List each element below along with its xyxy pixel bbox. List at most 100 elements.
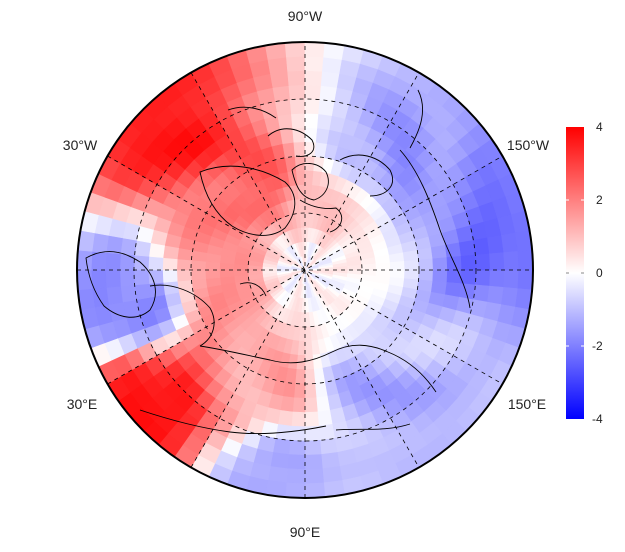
heat-cell: [319, 438, 338, 455]
heat-cell: [487, 235, 505, 255]
heat-cell: [317, 410, 333, 427]
colorbar-tick-neg2: -2: [592, 339, 603, 353]
heat-cell: [361, 263, 377, 271]
heat-cell: [297, 184, 306, 200]
colorbar-tick-2: 2: [596, 193, 603, 207]
heat-cell: [294, 369, 306, 385]
heat-cell: [133, 254, 150, 271]
heat-cell: [489, 252, 505, 271]
heat-cell: [286, 55, 306, 72]
heat-cell: [90, 269, 107, 289]
heat-cell: [176, 258, 192, 271]
heat-cell: [389, 260, 406, 271]
heat-cell: [517, 249, 533, 271]
heat-cell: [119, 253, 135, 271]
lon-label-upper-left: 30°W: [63, 137, 98, 153]
heat-cell: [418, 269, 434, 282]
heat-cell: [501, 287, 519, 308]
heat-cell: [288, 84, 306, 100]
colorbar-tick-0: 0: [596, 266, 603, 280]
heat-cell: [304, 340, 313, 356]
heat-cell: [432, 257, 448, 271]
heat-cell: [404, 259, 420, 271]
heat-cell: [105, 285, 123, 305]
heat-cell: [304, 55, 324, 72]
heat-cell: [292, 397, 306, 413]
heat-cell: [322, 466, 343, 484]
heat-cell: [274, 99, 292, 116]
heat-cell: [190, 269, 206, 281]
heat-cell: [322, 56, 343, 74]
lon-label-lower-left: 30°E: [67, 396, 98, 412]
heat-cell: [430, 244, 448, 260]
heat-cell: [119, 269, 135, 287]
heat-cell: [475, 253, 491, 271]
heat-cell: [77, 249, 93, 271]
heat-cell: [162, 269, 178, 283]
heat-cell: [293, 383, 306, 399]
heat-cell: [267, 466, 288, 484]
heat-cell: [287, 70, 306, 86]
heat-cell: [134, 283, 151, 301]
colorbar: 4 2 0 -2 -4: [566, 120, 603, 426]
heat-cell: [105, 235, 123, 255]
heat-cell: [284, 482, 306, 498]
anomaly-field: [77, 42, 533, 498]
heat-cell: [315, 395, 331, 413]
heat-cell: [501, 232, 519, 253]
heat-cell: [304, 42, 326, 58]
heat-cell: [304, 326, 312, 342]
heat-cell: [304, 84, 322, 100]
heat-cell: [267, 56, 288, 74]
heat-cell: [148, 282, 165, 298]
heat-cell: [432, 269, 448, 283]
lon-label-top: 90°W: [288, 8, 323, 24]
colorbar-tick-4: 4: [596, 120, 603, 134]
heat-cell: [291, 112, 306, 129]
heat-cell: [304, 141, 317, 157]
heat-cell: [291, 411, 306, 428]
heat-cell: [277, 113, 293, 130]
heat-cell: [489, 269, 505, 288]
heat-cell: [105, 269, 121, 288]
coastlines: [85, 89, 471, 435]
heat-cell: [304, 354, 315, 371]
heat-cell: [319, 85, 338, 102]
heat-cell: [91, 232, 109, 253]
heat-cell: [77, 269, 93, 291]
heat-cell: [293, 141, 306, 157]
heat-cell: [304, 98, 321, 115]
heat-cell: [270, 70, 290, 88]
heat-cell: [288, 440, 306, 456]
heat-cell: [503, 269, 520, 289]
heat-cell: [304, 468, 324, 485]
map-border: [76, 41, 534, 499]
heat-cell: [320, 70, 340, 88]
heat-cell: [304, 369, 316, 385]
heat-cell: [294, 155, 306, 171]
heat-cell: [517, 269, 533, 291]
heat-cell: [120, 284, 137, 303]
heat-cell: [162, 280, 180, 296]
heat-cell: [418, 258, 434, 271]
heat-cell: [147, 256, 164, 271]
heat-cell: [445, 242, 462, 258]
heat-cell: [270, 452, 290, 470]
heat-cell: [190, 259, 206, 271]
heat-cell: [318, 99, 336, 116]
heat-cell: [204, 269, 221, 280]
heat-cell: [162, 257, 178, 271]
heat-cell: [304, 397, 318, 413]
heat-cell: [375, 262, 391, 271]
heat-cell: [133, 269, 150, 286]
heat-cell: [233, 269, 249, 277]
heat-cell: [304, 482, 326, 498]
heat-cell: [473, 284, 490, 303]
heat-cell: [279, 127, 295, 145]
heat-cell: [473, 237, 490, 256]
heat-cell: [304, 127, 318, 143]
heat-cell: [304, 454, 323, 470]
heat-cell: [475, 269, 491, 287]
heat-cell: [487, 285, 505, 305]
